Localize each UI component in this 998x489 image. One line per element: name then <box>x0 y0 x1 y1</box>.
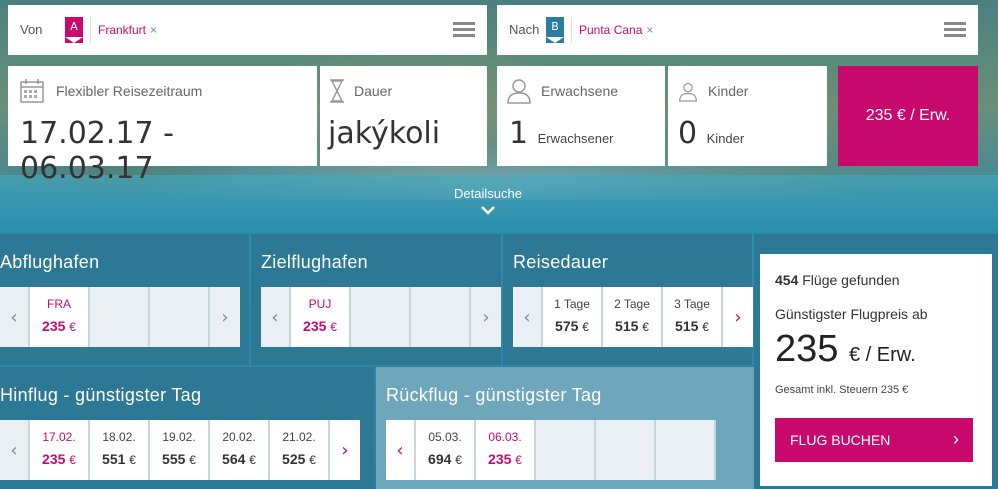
adults-unit: Erwachsener <box>537 131 614 146</box>
menu-icon[interactable] <box>944 22 966 38</box>
next-arrow-icon[interactable]: › <box>210 287 240 347</box>
duration-option[interactable]: 2 Tage 515 € <box>603 287 663 347</box>
cheapest-price: 235 € / Erw. <box>775 328 916 370</box>
outbound-day-option[interactable]: 19.02. 555 € <box>150 420 210 480</box>
results-count: 454 Flüge gefunden <box>775 272 900 288</box>
person-icon <box>507 79 531 104</box>
children-value: 0 Kinder <box>678 116 745 151</box>
departure-airport-strip: ‹ FRA 235 € › <box>0 287 240 347</box>
airport-option-puj[interactable]: PUJ 235 € <box>291 287 351 347</box>
detail-search-label: Detailsuche <box>454 186 522 201</box>
date-range-label: Flexibler Reisezeitraum <box>56 83 203 99</box>
airport-option-empty <box>90 287 150 347</box>
outbound-day-option[interactable]: 20.02. 564 € <box>210 420 270 480</box>
duration-option[interactable]: 3 Tage 515 € <box>663 287 723 347</box>
trip-duration-strip: ‹ 1 Tage 575 € 2 Tage 515 € 3 Tage 515 €… <box>513 287 753 347</box>
return-day-option[interactable]: 05.03. 694 € <box>416 420 476 480</box>
airport-option-empty <box>351 287 411 347</box>
children-unit: Kinder <box>706 131 745 146</box>
duration-field[interactable]: Dauer jakýkoli <box>320 66 487 166</box>
to-label: Nach <box>509 22 540 37</box>
return-day-empty <box>536 420 596 480</box>
child-icon <box>679 82 697 102</box>
outbound-day-option[interactable]: 21.02. 525 € <box>270 420 330 480</box>
from-city: Frankfurt <box>98 23 147 37</box>
outbound-day-option[interactable]: 18.02. 551 € <box>90 420 150 480</box>
detail-search-link[interactable]: Detailsuche <box>440 186 536 215</box>
destination-airport-title: Zielflughafen <box>261 252 368 272</box>
prev-arrow-icon[interactable]: ‹ <box>0 420 30 480</box>
return-day-option[interactable]: 06.03. 235 € <box>476 420 536 480</box>
hourglass-icon <box>330 79 344 103</box>
next-arrow-icon[interactable]: › <box>471 287 501 347</box>
children-label: Kinder <box>708 83 749 99</box>
cheapest-label: Günstigster Flugpreis ab <box>775 306 928 322</box>
departure-airport-panel: Abflughafen ‹ FRA 235 € › <box>0 234 249 365</box>
to-field[interactable]: Nach B Punta Cana × <box>497 5 978 55</box>
outbound-day-option[interactable]: 17.02. 235 € <box>30 420 90 480</box>
next-arrow-icon[interactable]: › <box>330 420 360 480</box>
airport-option-fra[interactable]: FRA 235 € <box>30 287 90 347</box>
return-day-empty <box>656 420 716 480</box>
return-panel: Rückflug - günstigster Tag ‹ 05.03. 694 … <box>376 367 754 489</box>
duration-value: jakýkoli <box>328 116 441 151</box>
return-day-empty <box>596 420 656 480</box>
prev-arrow-icon[interactable]: ‹ <box>0 287 30 347</box>
date-range-field[interactable]: Flexibler Reisezeitraum 17.02.17 - 06.03… <box>8 66 317 186</box>
search-price-button[interactable]: 235 € / Erw. <box>838 66 978 166</box>
children-field[interactable]: Kinder 0 Kinder <box>668 66 827 166</box>
tax-note: Gesamt inkl. Steuern 235 € <box>775 384 909 396</box>
remove-from-icon[interactable]: × <box>150 23 158 37</box>
duration-option[interactable]: 1 Tage 575 € <box>543 287 603 347</box>
airport-option-empty <box>411 287 471 347</box>
outbound-title: Hinflug - günstigster Tag <box>0 385 202 405</box>
marker-b-icon: B <box>546 17 564 43</box>
destination-airport-strip: ‹ PUJ 235 € › <box>261 287 501 347</box>
from-field[interactable]: Von A Frankfurt × <box>8 5 487 55</box>
book-flight-button[interactable]: FLUG BUCHEN › <box>775 418 973 462</box>
outbound-strip: ‹ 17.02. 235 € 18.02. 551 € 19.02. 555 €… <box>0 420 360 480</box>
date-range-value: 17.02.17 - 06.03.17 <box>20 116 174 186</box>
chevron-right-icon: › <box>953 429 959 449</box>
adults-label: Erwachsene <box>541 83 619 99</box>
adults-field[interactable]: Erwachsene 1 Erwachsener <box>497 66 665 166</box>
menu-icon[interactable] <box>453 22 475 38</box>
prev-arrow-icon[interactable]: ‹ <box>513 287 543 347</box>
duration-label: Dauer <box>354 83 393 99</box>
prev-arrow-icon[interactable]: ‹ <box>261 287 291 347</box>
remove-to-icon[interactable]: × <box>646 23 654 37</box>
from-label: Von <box>20 22 43 37</box>
to-city: Punta Cana <box>579 23 643 37</box>
destination-airport-panel: Zielflughafen ‹ PUJ 235 € › <box>251 234 501 365</box>
return-strip: ‹ 05.03. 694 € 06.03. 235 € <box>386 420 716 480</box>
trip-duration-panel: Reisedauer ‹ 1 Tage 575 € 2 Tage 515 € 3… <box>503 234 753 365</box>
adults-value: 1 Erwachsener <box>509 116 614 151</box>
chevron-down-icon <box>481 206 495 215</box>
next-arrow-icon[interactable]: › <box>723 287 753 347</box>
from-city-tag[interactable]: Frankfurt × <box>98 23 157 37</box>
to-city-tag[interactable]: Punta Cana × <box>579 23 653 37</box>
trip-duration-title: Reisedauer <box>513 252 609 272</box>
prev-arrow-icon[interactable]: ‹ <box>386 420 416 480</box>
airport-option-empty <box>150 287 210 347</box>
departure-airport-title: Abflughafen <box>0 252 100 272</box>
calendar-icon <box>20 79 44 103</box>
return-title: Rückflug - günstigster Tag <box>386 385 602 405</box>
outbound-panel: Hinflug - günstigster Tag ‹ 17.02. 235 €… <box>0 367 374 489</box>
marker-a-icon: A <box>65 17 83 43</box>
results-summary-card: 454 Flüge gefunden Günstigster Flugpreis… <box>760 254 992 486</box>
